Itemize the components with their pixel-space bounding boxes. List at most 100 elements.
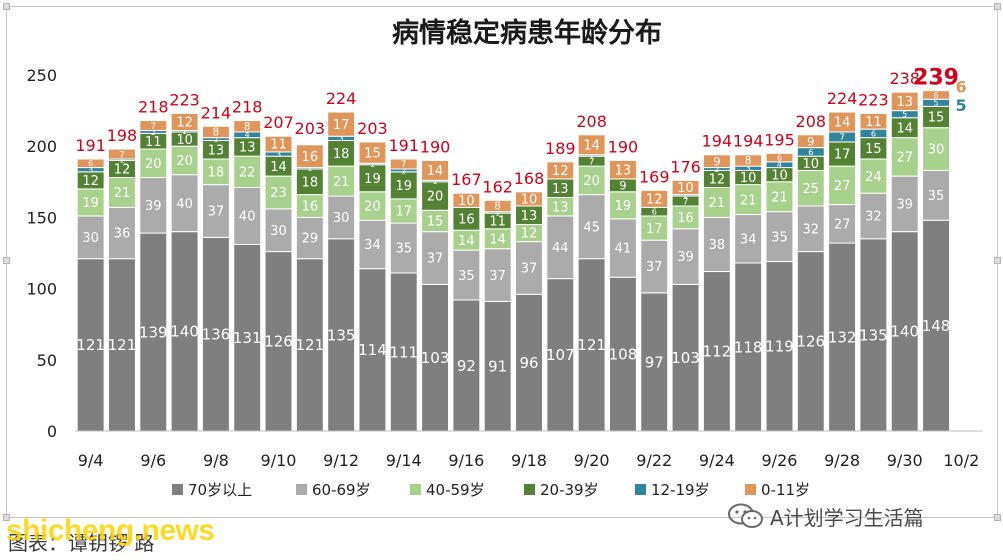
segment-value-label: 17 [395,205,412,220]
segment-value-label: 13 [552,182,569,197]
resize-handle-right[interactable] [994,257,1001,264]
bar-total-label: 190 [608,137,639,156]
segment-value-label: 112 [703,343,732,361]
resize-handle-top-right[interactable] [994,3,1001,10]
segment-value-label: 30 [333,211,350,226]
legend-label: 12-19岁 [651,481,710,499]
bar-total-label: 203 [357,119,388,138]
segment-value-label: 13 [239,141,256,156]
segment-value-label: 15 [928,111,945,126]
resize-handle-left[interactable] [3,257,10,264]
resize-handle-top-left[interactable] [3,3,10,10]
bar-segment [796,205,825,253]
segment-value-label: 10 [521,193,538,208]
x-tick-label: 9/12 [323,451,359,470]
segment-value-label: 91 [488,358,507,376]
segment-value-label: 18 [333,147,350,162]
bar-segment [201,184,230,238]
x-tick-label: 9/14 [386,451,422,470]
account-name: A计划学习生活篇 [770,505,924,530]
bar-segment [796,134,825,149]
segment-value-label: 8 [745,155,752,167]
bar-total-label: 169 [639,167,670,186]
segment-value-label: 7 [683,197,689,207]
segment-value-label: 9 [713,154,720,168]
segment-value-label: 13 [552,200,569,215]
segment-value-label: 2 [213,135,218,144]
segment-value-label: 32 [803,222,820,237]
x-tick-label: 10/2 [943,451,979,470]
bar-total-label: 191 [388,136,419,155]
resize-handle-bottom-right[interactable] [994,514,1001,521]
bar-total-label: 176 [670,157,701,176]
segment-value-label: 14 [834,116,851,131]
bar-segment [233,186,262,245]
segment-value-label: 30 [270,224,287,239]
bar-segment [421,283,450,432]
segment-value-label: 6 [808,148,813,157]
segment-value-label: 140 [170,323,199,341]
bar-segment [201,125,230,139]
segment-value-label: 131 [233,329,262,347]
segment-value-label: 27 [896,151,913,166]
bar-segment [327,195,356,240]
x-tick-label: 9/18 [511,451,547,470]
bar-segment [421,159,450,181]
segment-value-label: 108 [609,346,638,364]
bar-segment [233,120,262,133]
bar-total-label: 239 [913,66,959,91]
segment-value-label: 114 [358,341,387,359]
segment-value-label: 19 [615,199,632,214]
bar-segment [671,179,700,196]
segment-value-label: 7 [839,133,845,143]
bar-segment [170,174,199,233]
segment-value-label: 34 [364,238,381,253]
segment-value-label: 12 [646,193,663,208]
bar-total-label: 208 [576,112,607,131]
bar-segment [828,141,857,167]
bar-segment [295,144,324,169]
segment-value-label: 10 [803,157,820,172]
segment-value-label: 11 [145,135,162,150]
segment-value-label: 12 [552,164,569,179]
bar-segment [327,111,356,137]
bar-segment [295,168,324,196]
resize-handle-bottom-left[interactable] [3,514,10,521]
segment-value-label: 44 [552,241,569,256]
bar-segment [577,134,606,156]
segment-value-label: 19 [395,179,412,194]
segment-value-label: 16 [302,150,319,165]
legend-label: 40-59岁 [426,481,485,499]
bar-segment [139,120,168,132]
segment-value-label: 25 [803,182,820,197]
chart-credit: 图表：谭钥锣 路 [8,531,155,555]
y-tick-label: 250 [26,66,57,85]
legend-swatch [524,484,535,495]
segment-value-label: 24 [865,170,882,185]
segment-value-label: 20 [176,154,193,169]
segment-value-label: 35 [928,189,945,204]
bar-segment [389,222,418,274]
segment-value-label: 119 [765,338,794,356]
bar-segment [765,181,794,213]
segment-value-label: 20 [364,200,381,215]
bar-segment [890,175,919,233]
bar-total-label: 190 [420,137,451,156]
segment-value-label: 15 [865,142,882,157]
bar-segment [640,215,669,241]
segment-value-label: 13 [208,143,225,158]
bar-total-label: 203 [295,119,326,138]
x-tick-label: 9/4 [78,451,104,470]
bar-segment [108,148,136,160]
segment-value-label: 11 [270,138,287,153]
segment-value-label: 10 [458,194,475,209]
segment-value-label: 32 [865,210,882,225]
segment-value-label: 16 [677,211,694,226]
bar-segment [108,206,136,260]
x-tick-label: 9/28 [824,451,860,470]
bar-segment [139,148,168,179]
bar-segment [483,199,512,213]
bar-total-label: 162 [482,177,513,196]
bar-segment [608,159,637,180]
segment-value-label: 103 [421,349,450,367]
